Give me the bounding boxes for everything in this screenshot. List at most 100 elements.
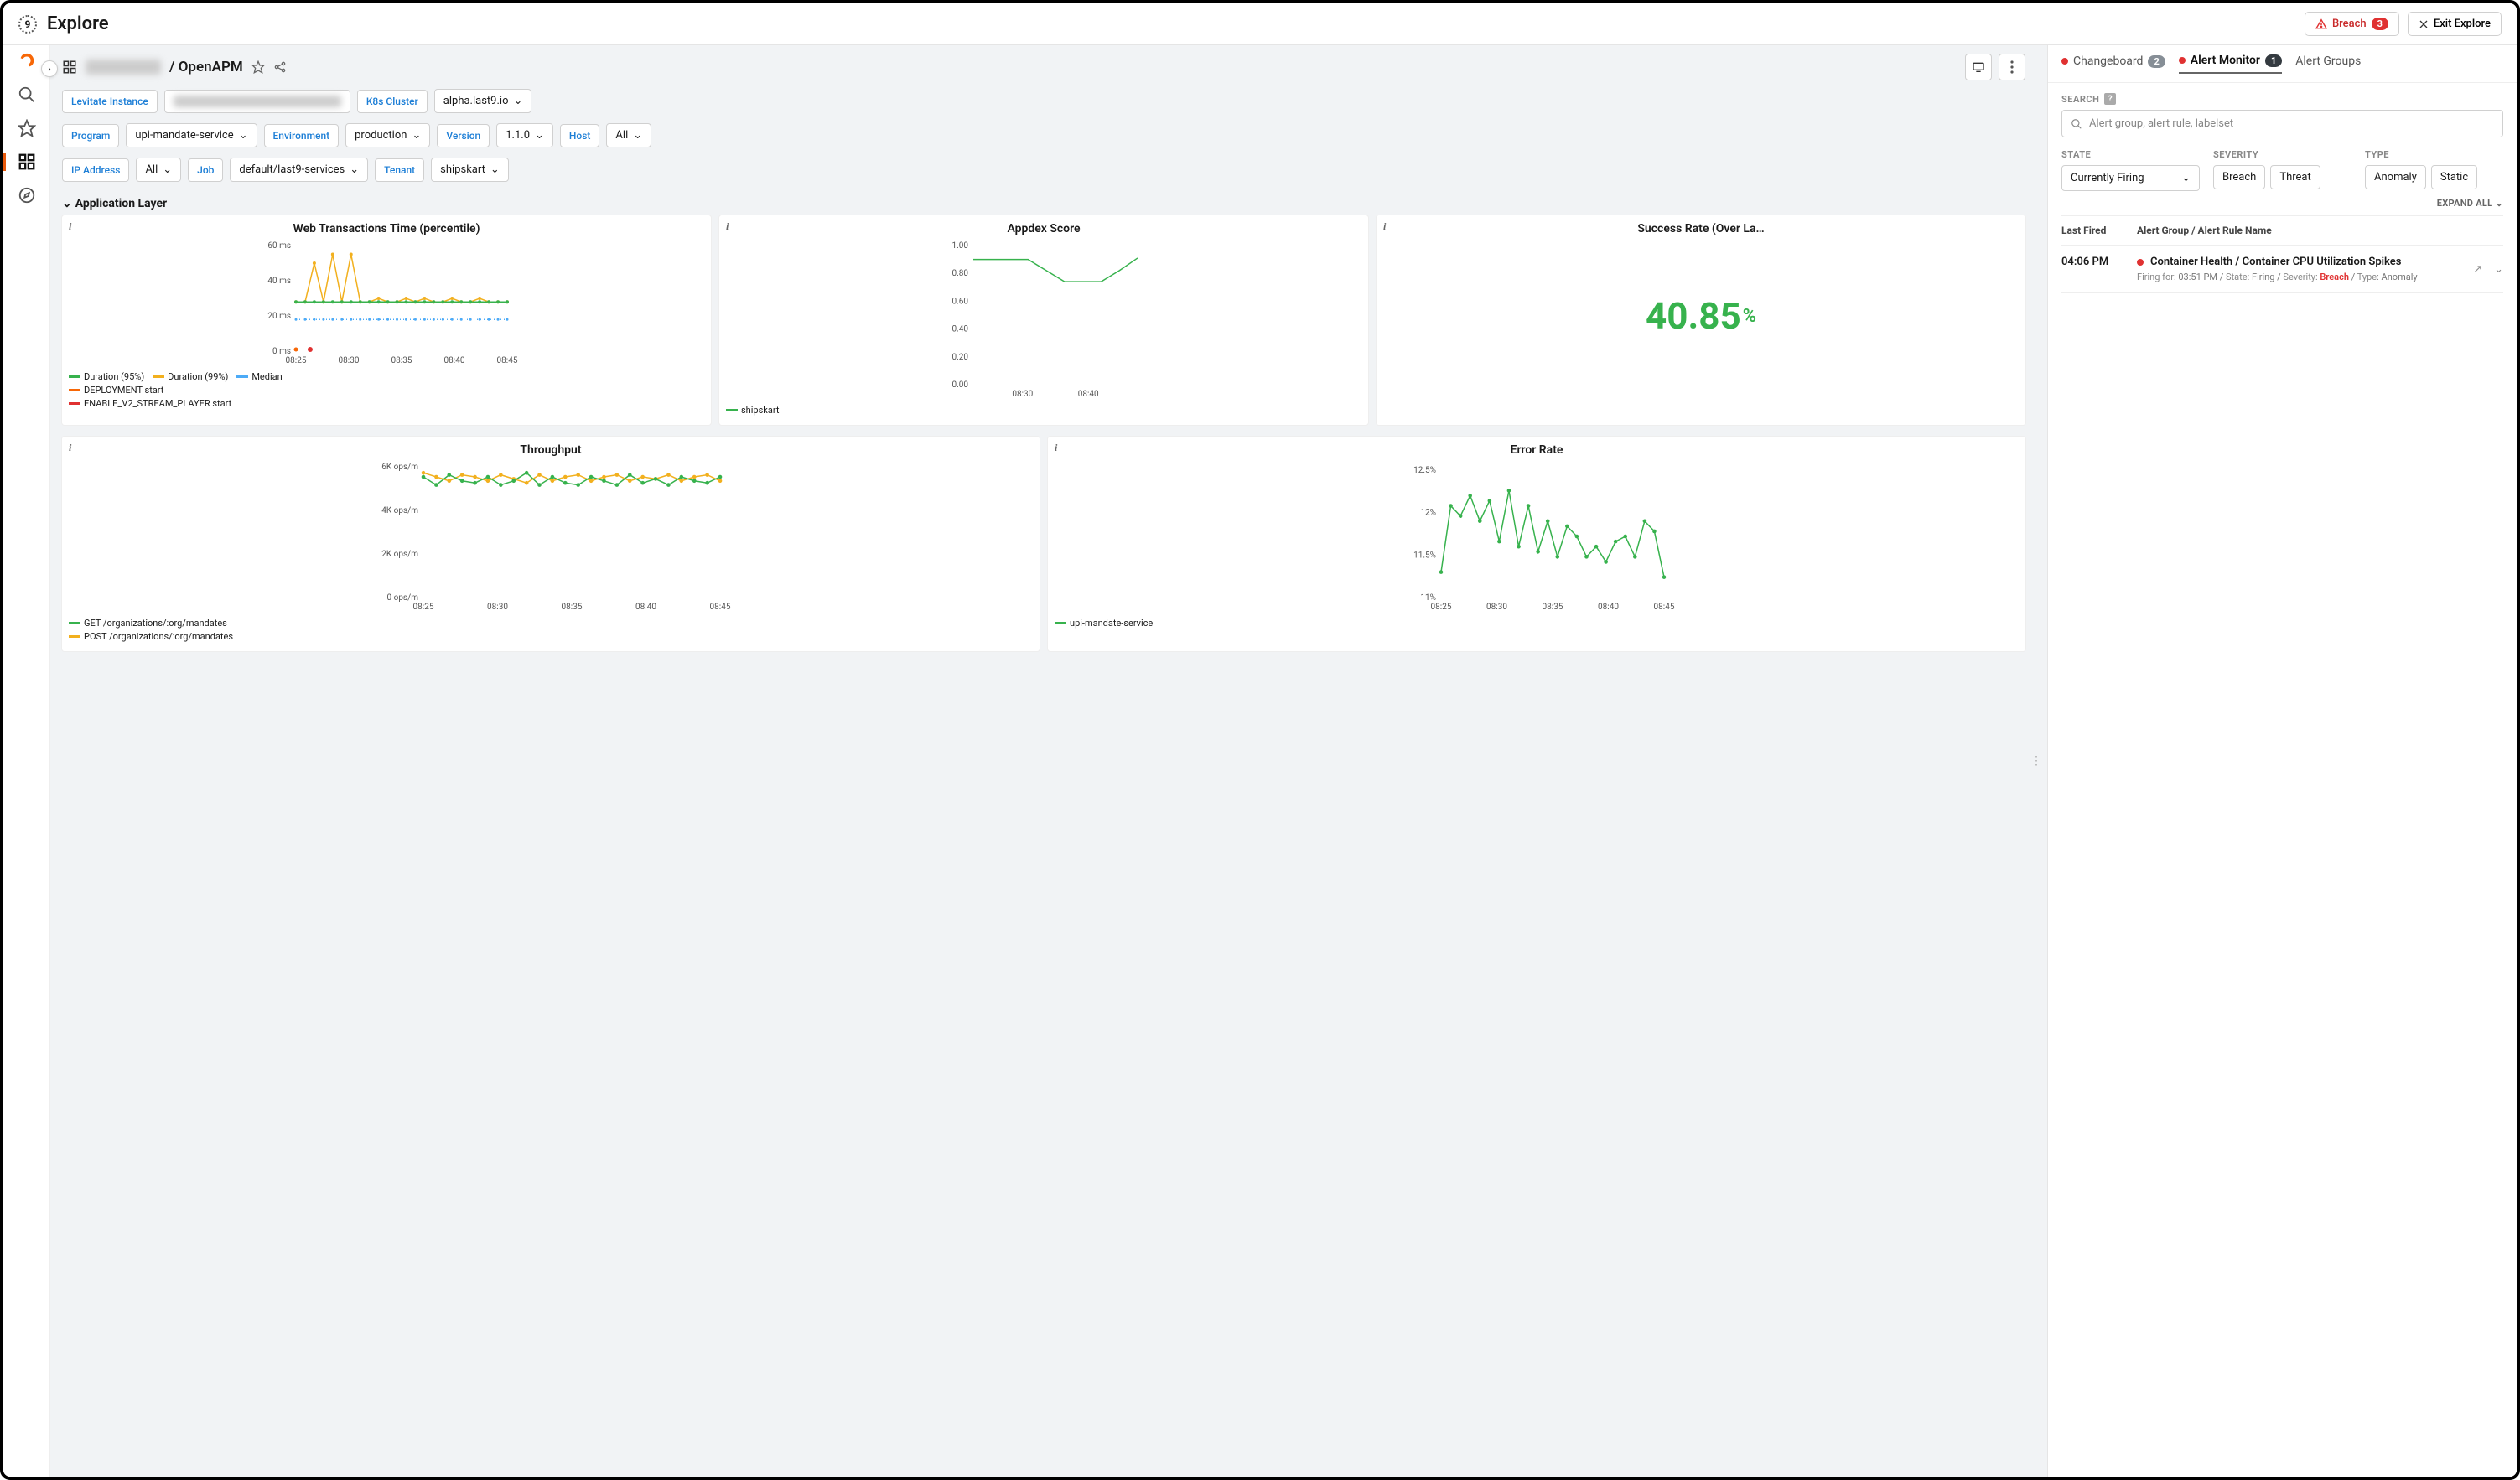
filter-program-value[interactable]: upi-mandate-service ⌄ bbox=[126, 123, 257, 147]
filter-host-label: Host bbox=[560, 124, 600, 147]
filter-host-value[interactable]: All ⌄ bbox=[606, 123, 651, 147]
panel-web-transactions: i Web Transactions Time (percentile) 60 … bbox=[62, 215, 711, 425]
severity-threat[interactable]: Threat bbox=[2270, 165, 2320, 189]
filter-levitate-value[interactable]: hidden bbox=[164, 90, 350, 113]
right-panel: Changeboard 2 Alert Monitor 1 Alert Grou… bbox=[2047, 45, 2517, 1477]
filter-k8s-value[interactable]: alpha.last9.io ⌄ bbox=[434, 89, 532, 113]
info-icon[interactable]: i bbox=[69, 220, 71, 233]
severity-breach[interactable]: Breach bbox=[2213, 165, 2265, 189]
svg-text:12%: 12% bbox=[1420, 509, 1436, 518]
success-value: 40.85 bbox=[1646, 294, 1741, 338]
filter-tenant-value[interactable]: shipskart ⌄ bbox=[431, 158, 509, 182]
filter-program-label: Program bbox=[62, 124, 119, 147]
svg-text:0.80: 0.80 bbox=[952, 269, 969, 278]
info-icon[interactable]: i bbox=[726, 220, 729, 233]
search-input[interactable]: Alert group, alert rule, labelset bbox=[2061, 110, 2503, 137]
expand-all-button[interactable]: EXPAND ALL ⌄ bbox=[2061, 198, 2503, 209]
svg-text:08:25: 08:25 bbox=[1431, 603, 1452, 612]
filter-k8s-label: K8s Cluster bbox=[357, 90, 428, 113]
svg-text:6K ops/m: 6K ops/m bbox=[381, 463, 418, 472]
share-icon[interactable] bbox=[273, 60, 287, 74]
col-alert-name: Alert Group / Alert Rule Name bbox=[2137, 225, 2503, 236]
svg-text:08:40: 08:40 bbox=[444, 356, 465, 365]
filter-levitate-label: Levitate Instance bbox=[62, 90, 158, 113]
breach-label: Breach bbox=[2332, 18, 2367, 30]
state-select[interactable]: Currently Firing⌄ bbox=[2061, 165, 2200, 191]
search-icon[interactable] bbox=[18, 85, 36, 104]
breach-count: 3 bbox=[2372, 18, 2388, 30]
svg-text:2K ops/m: 2K ops/m bbox=[381, 550, 418, 559]
filter-tenant-label: Tenant bbox=[375, 158, 424, 182]
filter-job-value[interactable]: default/last9-services ⌄ bbox=[230, 158, 368, 182]
type-static[interactable]: Static bbox=[2431, 165, 2477, 189]
svg-text:08:30: 08:30 bbox=[1486, 603, 1507, 612]
close-icon bbox=[2419, 19, 2429, 29]
svg-text:08:30: 08:30 bbox=[487, 603, 508, 612]
breadcrumb-suffix: / OpenAPM bbox=[169, 59, 243, 75]
alert-row[interactable]: 04:06 PM Container Health / Container CP… bbox=[2061, 246, 2503, 293]
info-icon[interactable]: i bbox=[69, 442, 71, 454]
success-unit: % bbox=[1743, 306, 1756, 327]
search-icon bbox=[2071, 118, 2082, 130]
svg-text:40 ms: 40 ms bbox=[267, 277, 291, 286]
svg-text:08:30: 08:30 bbox=[1012, 390, 1033, 399]
filter-env-value[interactable]: production ⌄ bbox=[345, 123, 430, 147]
chevron-down-icon[interactable]: ⌄ bbox=[2494, 263, 2503, 276]
svg-text:08:45: 08:45 bbox=[497, 356, 518, 365]
svg-text:0 ops/m: 0 ops/m bbox=[387, 593, 419, 603]
svg-text:0.40: 0.40 bbox=[952, 325, 969, 334]
tab-changeboard[interactable]: Changeboard 2 bbox=[2061, 54, 2165, 73]
svg-text:08:45: 08:45 bbox=[1654, 603, 1675, 612]
panel-success-rate: i Success Rate (Over La… 40.85% bbox=[1377, 215, 2025, 425]
panel-title: Appdex Score bbox=[726, 222, 1361, 235]
exit-explore-button[interactable]: Exit Explore bbox=[2408, 12, 2502, 36]
svg-text:08:40: 08:40 bbox=[1078, 390, 1099, 399]
panel-title: Error Rate bbox=[1055, 443, 2019, 457]
svg-text:20 ms: 20 ms bbox=[267, 312, 291, 321]
help-icon[interactable]: ? bbox=[2104, 93, 2116, 105]
compass-icon[interactable] bbox=[18, 186, 36, 204]
brand-icon: 9 bbox=[18, 15, 37, 34]
alert-title: Container Health / Container CPU Utiliza… bbox=[2150, 256, 2401, 268]
breach-button[interactable]: Breach 3 bbox=[2305, 12, 2399, 36]
panel-throughput: i Throughput 6K ops/m4K ops/m2K ops/m0 o… bbox=[62, 437, 1040, 651]
resize-handle[interactable]: ⋮⋮ bbox=[2037, 45, 2047, 1477]
filter-version-value[interactable]: 1.1.0 ⌄ bbox=[496, 123, 553, 147]
tab-alert-groups[interactable]: Alert Groups bbox=[2295, 54, 2361, 73]
panel-title: Web Transactions Time (percentile) bbox=[69, 222, 704, 235]
kebab-menu-button[interactable] bbox=[1999, 54, 2025, 80]
alert-time: 04:06 PM bbox=[2061, 256, 2137, 282]
sidebar-collapse-button[interactable]: › bbox=[41, 60, 58, 77]
svg-text:1.00: 1.00 bbox=[952, 241, 969, 251]
type-anomaly[interactable]: Anomaly bbox=[2365, 165, 2426, 189]
tv-mode-button[interactable] bbox=[1965, 54, 1992, 80]
svg-text:0.20: 0.20 bbox=[952, 353, 969, 362]
filter-job-label: Job bbox=[188, 158, 223, 182]
svg-text:0 ms: 0 ms bbox=[272, 347, 291, 356]
svg-text:08:30: 08:30 bbox=[339, 356, 360, 365]
search-placeholder: Alert group, alert rule, labelset bbox=[2089, 117, 2233, 130]
star-icon[interactable] bbox=[18, 119, 36, 137]
svg-text:08:40: 08:40 bbox=[635, 603, 656, 612]
info-icon[interactable]: i bbox=[1383, 220, 1386, 233]
topbar: 9 Explore Breach 3 Exit Explore bbox=[3, 3, 2517, 45]
filter-env-label: Environment bbox=[264, 124, 340, 147]
grafana-icon[interactable] bbox=[18, 52, 36, 70]
page-title: Explore bbox=[47, 13, 109, 34]
grid-icon bbox=[62, 60, 77, 75]
svg-text:08:25: 08:25 bbox=[413, 603, 434, 612]
svg-text:08:45: 08:45 bbox=[710, 603, 731, 612]
info-icon[interactable]: i bbox=[1055, 442, 1057, 454]
svg-text:08:35: 08:35 bbox=[1543, 603, 1563, 612]
search-label: SEARCH bbox=[2061, 94, 2099, 105]
dashboards-icon[interactable] bbox=[18, 153, 36, 171]
svg-text:08:40: 08:40 bbox=[1598, 603, 1619, 612]
filter-ip-value[interactable]: All ⌄ bbox=[136, 158, 181, 182]
svg-text:08:25: 08:25 bbox=[286, 356, 307, 365]
tab-alert-monitor[interactable]: Alert Monitor 1 bbox=[2179, 54, 2283, 74]
section-app-layer[interactable]: ⌄Application Layer bbox=[50, 192, 2037, 215]
filter-ip-label: IP Address bbox=[62, 158, 129, 182]
exit-label: Exit Explore bbox=[2434, 18, 2491, 30]
open-icon[interactable]: ↗ bbox=[2473, 263, 2482, 276]
star-outline-icon[interactable] bbox=[251, 60, 265, 74]
